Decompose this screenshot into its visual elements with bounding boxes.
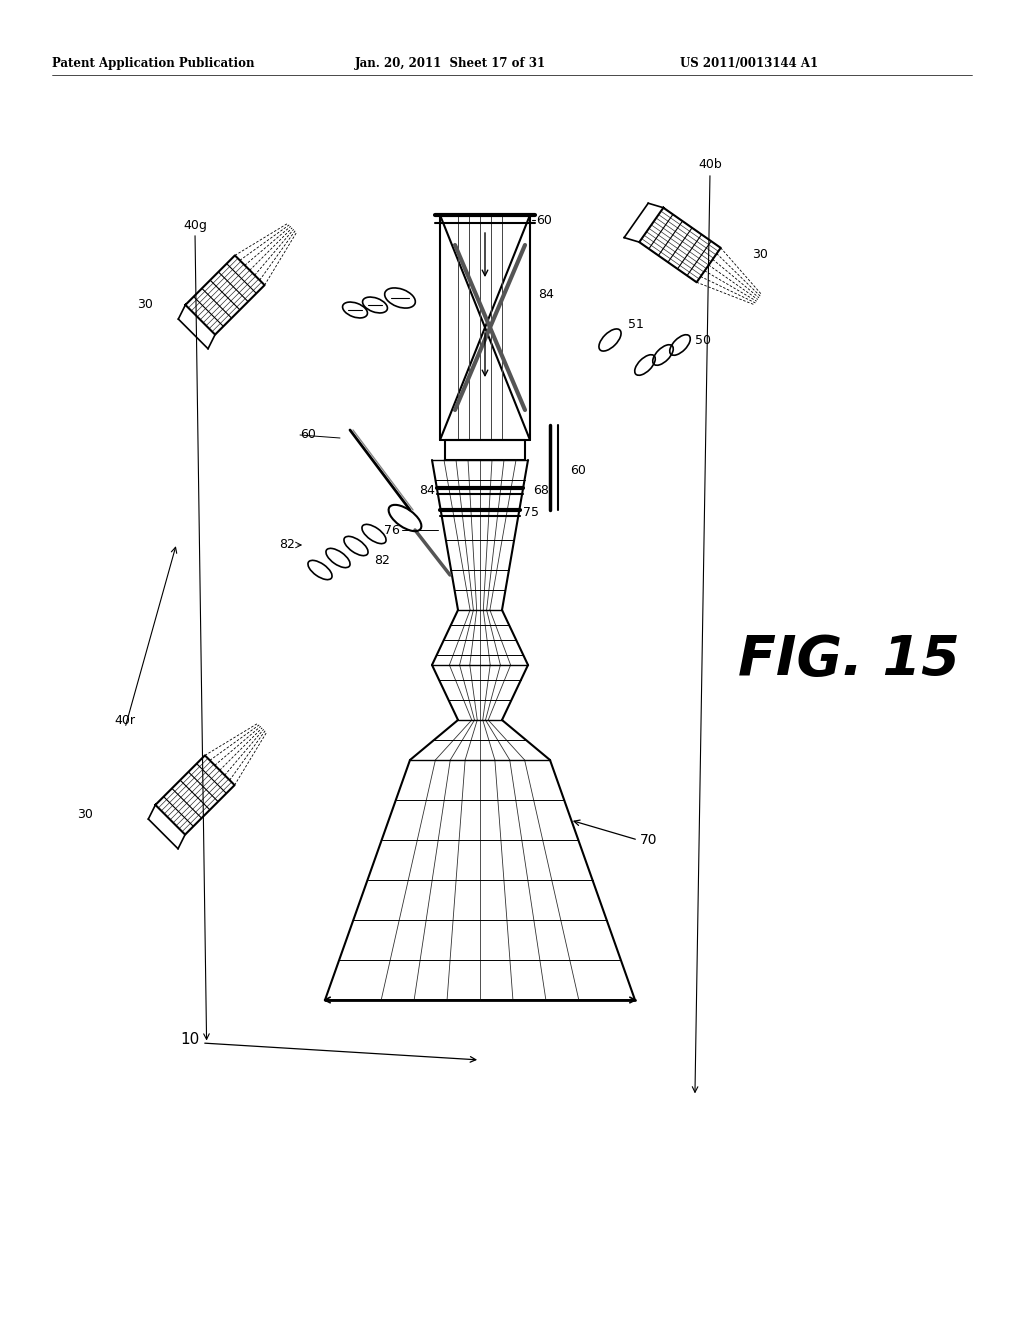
Text: 60: 60 [536, 214, 552, 227]
Text: US 2011/0013144 A1: US 2011/0013144 A1 [680, 57, 818, 70]
Text: 84: 84 [538, 289, 554, 301]
Text: 75: 75 [523, 507, 539, 520]
Text: Patent Application Publication: Patent Application Publication [52, 57, 255, 70]
Text: 84: 84 [419, 483, 435, 496]
Text: 76: 76 [384, 524, 400, 536]
Text: 40r: 40r [115, 714, 135, 726]
Text: Jan. 20, 2011  Sheet 17 of 31: Jan. 20, 2011 Sheet 17 of 31 [355, 57, 546, 70]
Text: 30: 30 [752, 248, 768, 261]
Text: 51: 51 [628, 318, 644, 331]
Text: 60: 60 [570, 463, 586, 477]
Text: 82: 82 [374, 553, 390, 566]
Text: 82: 82 [280, 539, 295, 552]
Text: 30: 30 [137, 298, 153, 312]
Text: 50: 50 [695, 334, 711, 346]
Text: 40g: 40g [183, 219, 207, 231]
Text: 10: 10 [181, 1032, 200, 1048]
Text: 68: 68 [534, 484, 549, 498]
Text: FIG. 15: FIG. 15 [738, 634, 959, 686]
Text: 40b: 40b [698, 158, 722, 172]
Text: 70: 70 [640, 833, 657, 847]
Text: 60: 60 [300, 429, 315, 441]
Text: 30: 30 [77, 808, 93, 821]
